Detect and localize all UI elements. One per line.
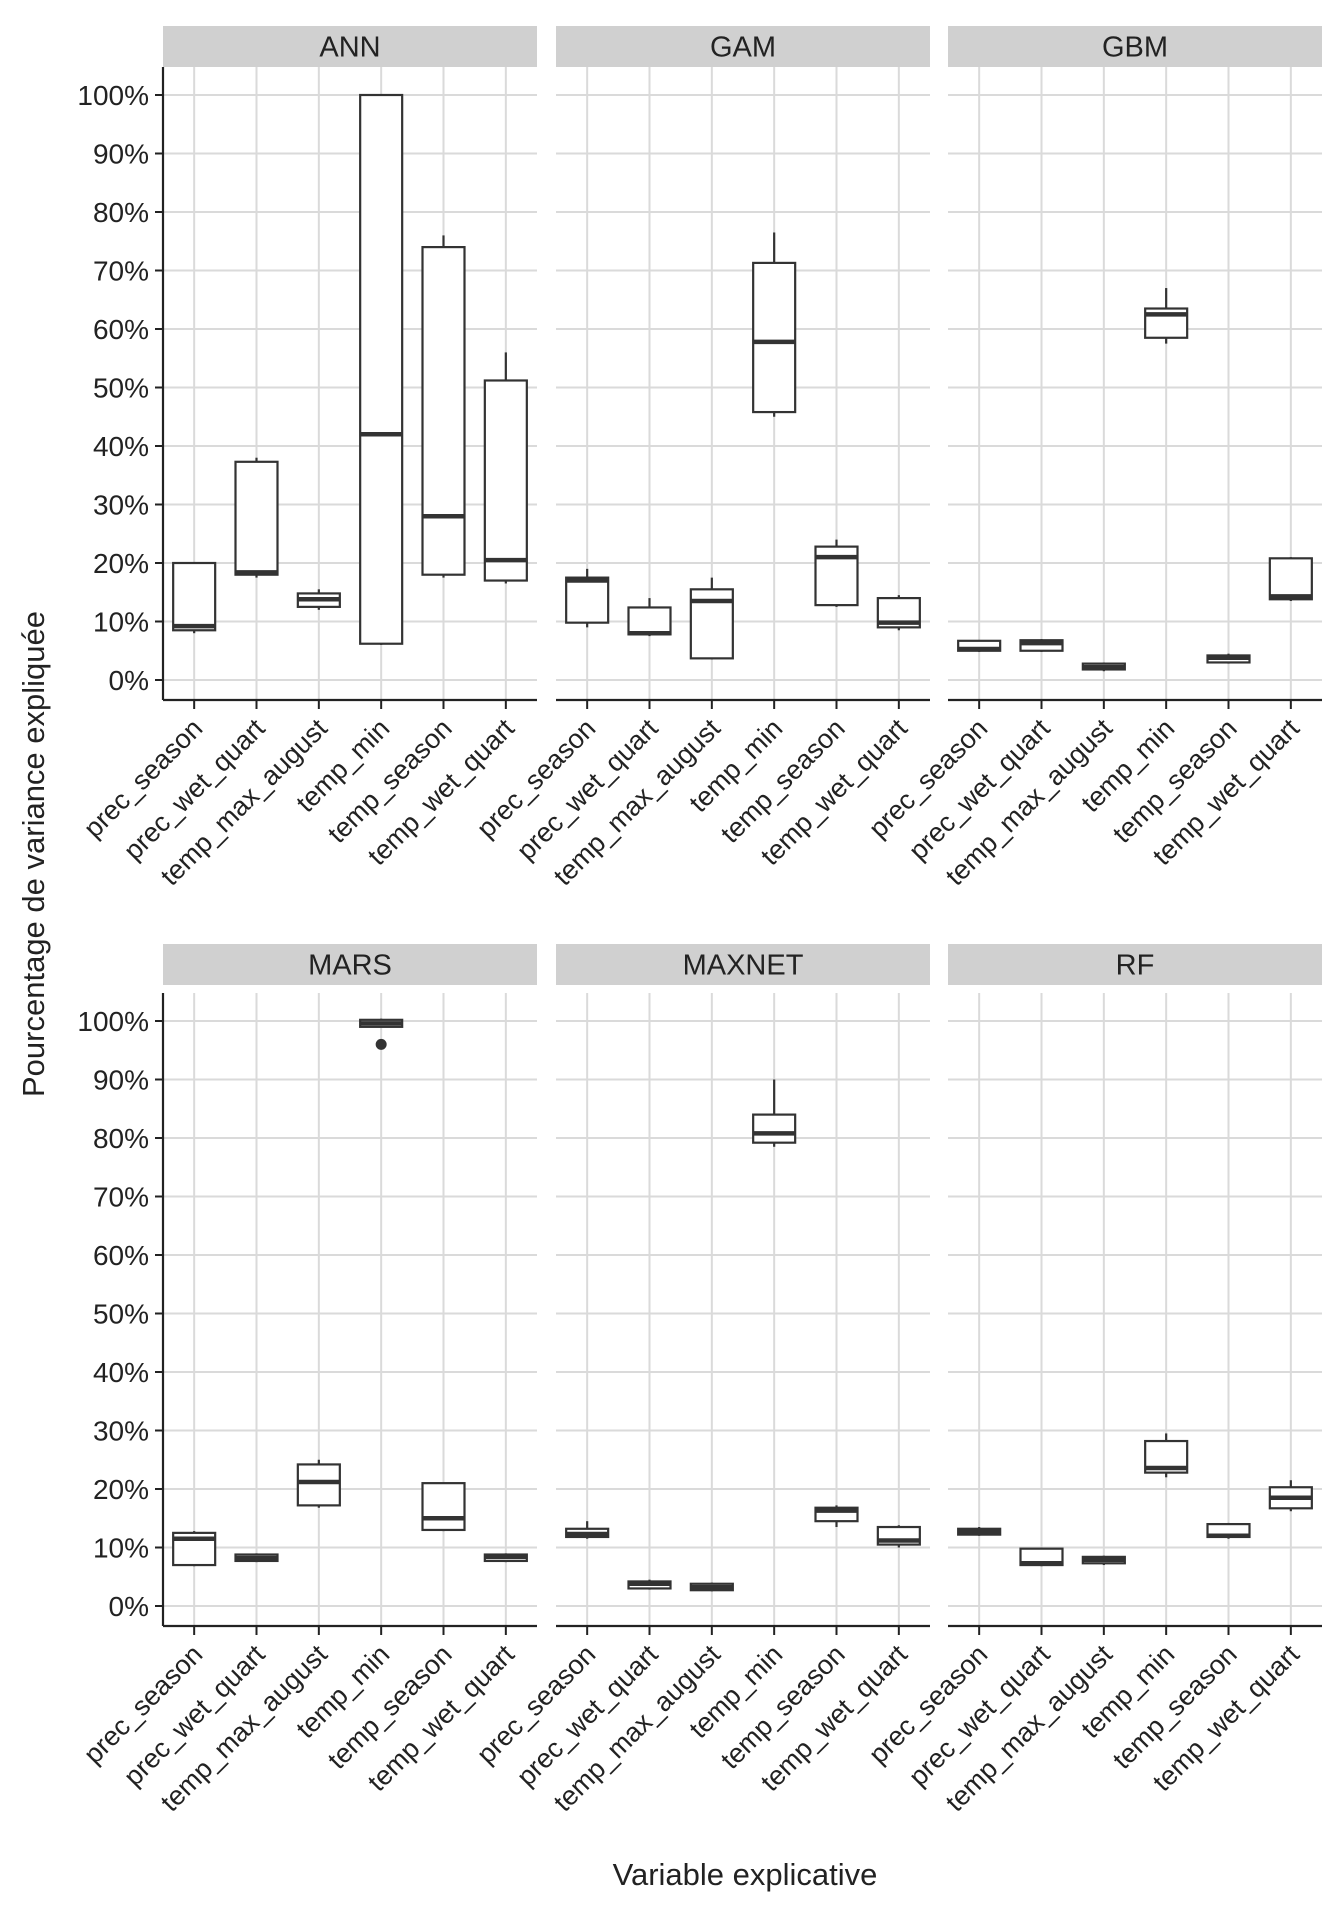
strip-background (948, 26, 1322, 67)
box-temp-wet-quart (483, 1553, 528, 1563)
y-tick-label: 40% (93, 431, 149, 462)
box-prec-season (565, 568, 610, 628)
y-tick-label: 20% (93, 1474, 149, 1505)
box-temp-max-august (296, 589, 341, 610)
box-prec-wet-quart (234, 1553, 279, 1563)
panel-strip-title: GAM (710, 32, 776, 64)
y-tick-label: 0% (109, 1591, 149, 1622)
strip-background (556, 944, 930, 985)
y-tick-label: 50% (93, 373, 149, 404)
box-temp-season (814, 1505, 859, 1528)
box-temp-max-august (689, 1582, 734, 1592)
panel-strip-title: RF (1116, 950, 1155, 982)
box-temp-min (1144, 1433, 1189, 1478)
box-iqr (565, 576, 610, 624)
y-tick-label: 90% (93, 1065, 149, 1096)
box-temp-season (1206, 1522, 1251, 1539)
panel-rf: RFprec_seasonprec_wet_quarttemp_max_augu… (863, 944, 1322, 1817)
panel-gbm: GBMprec_seasonprec_wet_quarttemp_max_aug… (863, 26, 1322, 891)
y-tick-label: 100% (77, 1006, 149, 1037)
strip-background (163, 26, 537, 67)
box-prec-wet-quart (234, 457, 279, 578)
box-iqr (1268, 557, 1313, 601)
box-iqr (627, 606, 672, 636)
y-tick-label: 20% (93, 548, 149, 579)
box-prec-season (172, 1531, 217, 1567)
y-tick-label: 70% (93, 1182, 149, 1213)
box-temp-min (752, 1079, 797, 1147)
box-temp-min (1144, 288, 1189, 344)
y-tick-label: 30% (93, 490, 149, 521)
y-tick-label: 40% (93, 1357, 149, 1388)
outlier-point (375, 1038, 387, 1050)
box-temp-min (752, 232, 797, 417)
y-tick-label: 80% (93, 197, 149, 228)
y-tick-label: 100% (77, 80, 149, 111)
panel-mars: MARS0%10%20%30%40%50%60%70%80%90%100%pre… (77, 944, 537, 1817)
box-temp-wet-quart (1268, 1480, 1313, 1512)
y-tick-label: 70% (93, 256, 149, 287)
box-prec-wet-quart (627, 598, 672, 637)
box-temp-wet-quart (876, 595, 921, 631)
box-temp-min (359, 1018, 404, 1050)
panel-strip-title: MARS (308, 950, 392, 982)
y-tick-label: 90% (93, 139, 149, 170)
box-temp-wet-quart (1268, 557, 1313, 602)
box-prec-wet-quart (627, 1579, 672, 1590)
box-iqr (172, 561, 217, 632)
box-iqr (359, 93, 404, 645)
box-prec-season (957, 1527, 1002, 1536)
box-iqr (421, 1482, 466, 1532)
y-tick-label: 60% (93, 314, 149, 345)
box-temp-max-august (1081, 1555, 1126, 1566)
y-tick-label: 10% (93, 607, 149, 638)
box-prec-season (172, 561, 217, 634)
box-iqr (296, 1463, 341, 1507)
y-tick-label: 80% (93, 1123, 149, 1154)
box-iqr (752, 1113, 797, 1144)
y-tick-label: 10% (93, 1533, 149, 1564)
box-prec-season (565, 1521, 610, 1539)
box-temp-max-august (689, 577, 734, 660)
panel-ann: ANN0%10%20%30%40%50%60%70%80%90%100%prec… (77, 26, 537, 891)
y-tick-label: 0% (109, 665, 149, 696)
box-temp-season (814, 539, 859, 607)
strip-background (948, 944, 1322, 985)
panels-layer: ANN0%10%20%30%40%50%60%70%80%90%100%prec… (77, 26, 1322, 1817)
panel-gam: GAMprec_seasonprec_wet_quarttemp_max_aug… (471, 26, 930, 891)
box-temp-season (1206, 653, 1251, 664)
box-iqr (421, 246, 466, 576)
box-prec-season (957, 639, 1002, 652)
panel-strip-title: GBM (1102, 32, 1168, 64)
box-temp-wet-quart (876, 1525, 921, 1548)
panel-strip-title: MAXNET (683, 950, 804, 982)
box-temp-season (421, 1482, 466, 1532)
box-iqr (483, 379, 528, 582)
box-prec-wet-quart (1019, 1547, 1064, 1567)
y-tick-label: 60% (93, 1240, 149, 1271)
box-prec-wet-quart (1019, 639, 1064, 652)
box-temp-max-august (1081, 662, 1126, 672)
y-tick-label: 50% (93, 1299, 149, 1330)
x-axis-title: Variable explicative (613, 1857, 878, 1892)
panel-strip-title: ANN (319, 32, 380, 64)
box-iqr (1019, 639, 1064, 652)
panel-maxnet: MAXNETprec_seasonprec_wet_quarttemp_max_… (471, 944, 930, 1817)
strip-background (556, 26, 930, 67)
box-temp-min (359, 93, 404, 645)
y-tick-label: 30% (93, 1416, 149, 1447)
box-temp-wet-quart (483, 352, 528, 584)
box-temp-season (421, 235, 466, 578)
y-axis-title: Pourcentage de variance expliquée (16, 611, 51, 1097)
box-iqr (234, 460, 279, 576)
box-temp-max-august (296, 1459, 341, 1508)
box-iqr (752, 261, 797, 414)
strip-background (163, 944, 537, 985)
